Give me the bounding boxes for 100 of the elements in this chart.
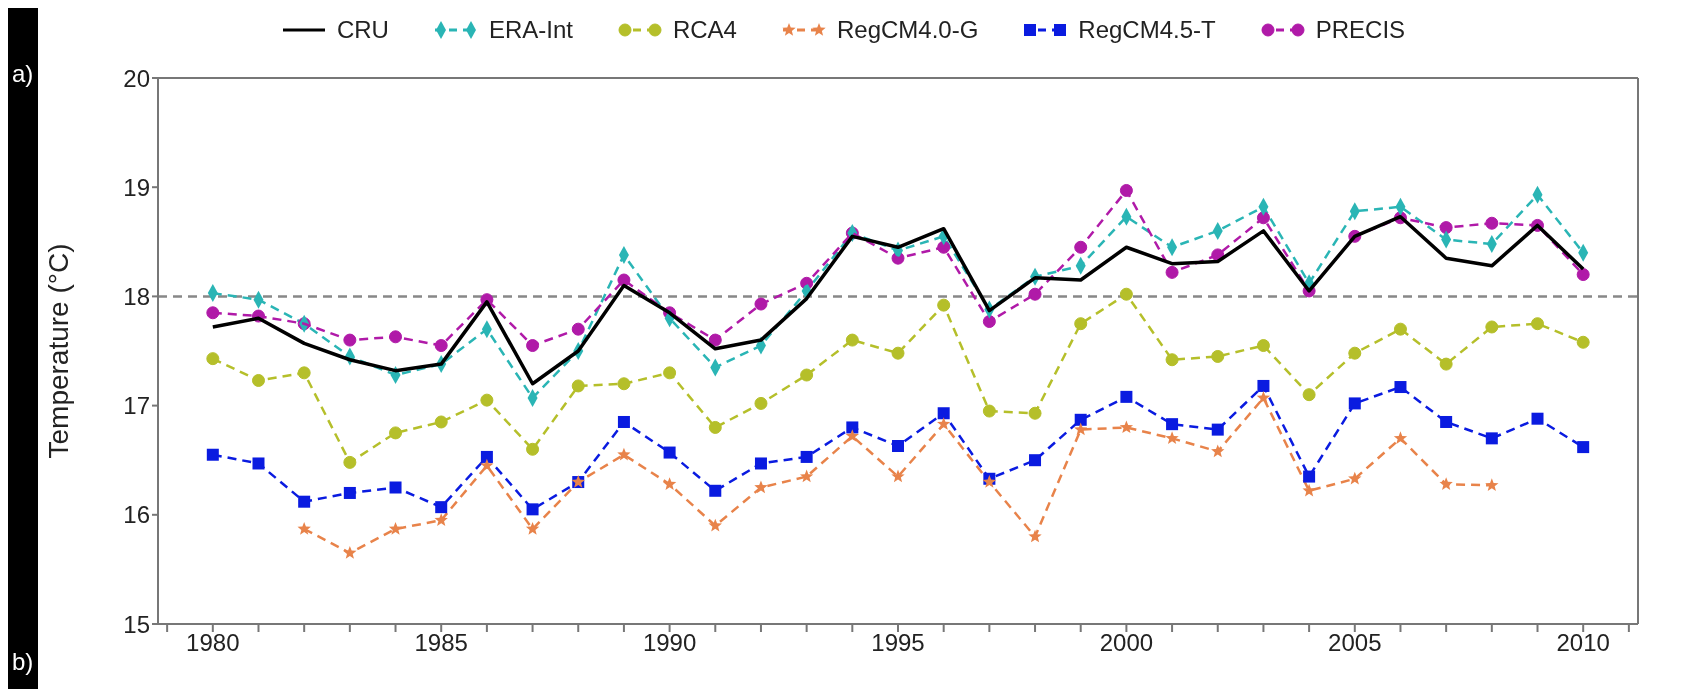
- point: [845, 429, 859, 442]
- point: [1211, 444, 1225, 458]
- point: [709, 484, 722, 497]
- point: [480, 393, 494, 407]
- point: [1394, 381, 1407, 394]
- point: [1577, 441, 1590, 454]
- legend-label: RegCM4.0-G: [836, 16, 979, 44]
- y-tick-label: 15: [123, 610, 150, 638]
- y-tick-label: 17: [123, 392, 150, 420]
- point: [1393, 431, 1408, 445]
- text: a): [12, 60, 34, 88]
- point: [1393, 322, 1407, 336]
- point: [251, 373, 265, 387]
- point: [1028, 529, 1042, 543]
- point: [297, 522, 311, 535]
- point: [800, 368, 814, 382]
- point: [526, 503, 539, 516]
- point: [1028, 287, 1042, 301]
- x-tick-label: 1985: [414, 629, 468, 657]
- point: [1440, 415, 1453, 428]
- point: [1119, 287, 1133, 301]
- point: [434, 513, 448, 526]
- point: [525, 522, 540, 535]
- point: [1302, 388, 1316, 402]
- point: [663, 366, 677, 380]
- point: [937, 407, 950, 420]
- point: [846, 421, 859, 434]
- point: [1439, 357, 1453, 371]
- point: [1256, 339, 1270, 353]
- point: [480, 450, 493, 463]
- point: [343, 486, 356, 499]
- point: [571, 379, 585, 393]
- point: [1485, 432, 1498, 445]
- point: [1439, 477, 1453, 490]
- point: [206, 352, 220, 366]
- point: [1028, 406, 1042, 420]
- point: [1303, 470, 1316, 483]
- point: [1120, 390, 1133, 403]
- point: [389, 481, 402, 494]
- point: [799, 469, 814, 483]
- point: [617, 415, 630, 428]
- point: [206, 448, 219, 461]
- point: [435, 501, 448, 514]
- text: b): [12, 648, 34, 676]
- point: [1211, 349, 1225, 363]
- point: [982, 404, 996, 418]
- legend-label: ERA-Int: [488, 16, 573, 44]
- point: [1029, 454, 1042, 467]
- y-tick-label: 16: [123, 501, 150, 529]
- point: [617, 377, 631, 391]
- point: [892, 440, 904, 452]
- point: [617, 447, 631, 461]
- y-tick-label: 18: [123, 282, 150, 310]
- point: [1576, 335, 1590, 349]
- point: [754, 480, 768, 494]
- point: [297, 366, 311, 380]
- point: [708, 420, 722, 434]
- point: [1165, 353, 1179, 367]
- y-tick-label: 19: [123, 173, 150, 201]
- point: [343, 546, 357, 559]
- point: [1485, 478, 1499, 491]
- point: [1119, 183, 1133, 197]
- point: [388, 522, 403, 535]
- point: [754, 457, 767, 470]
- point: [1531, 412, 1544, 425]
- point: [937, 417, 951, 430]
- point: [1166, 418, 1179, 431]
- point: [298, 495, 311, 508]
- point: [206, 306, 220, 320]
- point: [1348, 346, 1362, 360]
- point: [1348, 397, 1361, 410]
- y-axis-title: Temperature (°C): [42, 243, 74, 459]
- point: [1119, 420, 1134, 434]
- point: [480, 458, 494, 472]
- point: [663, 446, 676, 459]
- point: [1576, 268, 1590, 282]
- point: [754, 396, 768, 410]
- legend-label: RegCM4.5-T: [1078, 16, 1216, 44]
- point: [708, 518, 722, 532]
- point: [891, 346, 905, 360]
- x-tick-label: 1995: [871, 629, 925, 657]
- x-tick-label: 2005: [1328, 629, 1382, 657]
- legend-label: PRECIS: [1315, 16, 1406, 44]
- point: [845, 333, 859, 347]
- x-tick-label: 1990: [642, 629, 697, 657]
- legend-label: CRU: [336, 16, 389, 44]
- point: [252, 457, 265, 470]
- point: [1485, 320, 1499, 334]
- point: [1074, 413, 1087, 426]
- point: [1257, 379, 1270, 392]
- point: [389, 426, 403, 440]
- point: [434, 415, 448, 429]
- point: [343, 455, 357, 469]
- point: [1165, 431, 1179, 445]
- point: [1302, 483, 1316, 497]
- point: [937, 298, 951, 312]
- point: [800, 450, 813, 463]
- point: [1074, 317, 1088, 331]
- x-tick-label: 2000: [1099, 629, 1154, 657]
- point: [891, 469, 905, 483]
